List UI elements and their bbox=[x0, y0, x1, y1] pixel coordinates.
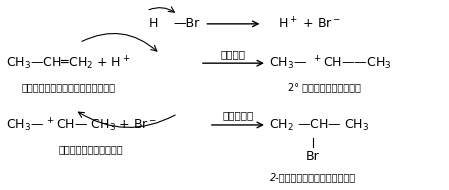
Text: 2° कार्बधनायन: 2° कार्बधनायन bbox=[288, 82, 361, 93]
Text: नाभिकस्नेही: नाभिकस्नेही bbox=[58, 144, 123, 154]
Text: $^+$CH——CH$_3$: $^+$CH——CH$_3$ bbox=[312, 55, 391, 72]
Text: इलेक्ट्रॉनस्नेही: इलेक्ट्रॉनस्नेही bbox=[21, 82, 115, 93]
Text: Br: Br bbox=[306, 150, 320, 163]
Text: —Br: —Br bbox=[173, 17, 199, 30]
Text: CH$_3$—: CH$_3$— bbox=[269, 56, 307, 71]
Text: 2-ब्रोमोप्रोपेन: 2-ब्रोमोप्रोपेन bbox=[270, 172, 356, 182]
Text: मन्द: मन्द bbox=[221, 49, 246, 59]
Text: H: H bbox=[149, 17, 158, 30]
Text: CH$_2$ —CH— CH$_3$: CH$_2$ —CH— CH$_3$ bbox=[269, 117, 370, 132]
Text: CH$_3$—: CH$_3$— bbox=[6, 117, 44, 132]
Text: तीव्र: तीव्र bbox=[222, 111, 254, 121]
Text: $^+$CH— CH$_3$ + Br$^-$: $^+$CH— CH$_3$ + Br$^-$ bbox=[44, 116, 157, 134]
Text: H$^+$ + Br$^-$: H$^+$ + Br$^-$ bbox=[278, 16, 341, 32]
Text: CH$_3$—CH═CH$_2$ + H$^+$: CH$_3$—CH═CH$_2$ + H$^+$ bbox=[6, 55, 130, 72]
